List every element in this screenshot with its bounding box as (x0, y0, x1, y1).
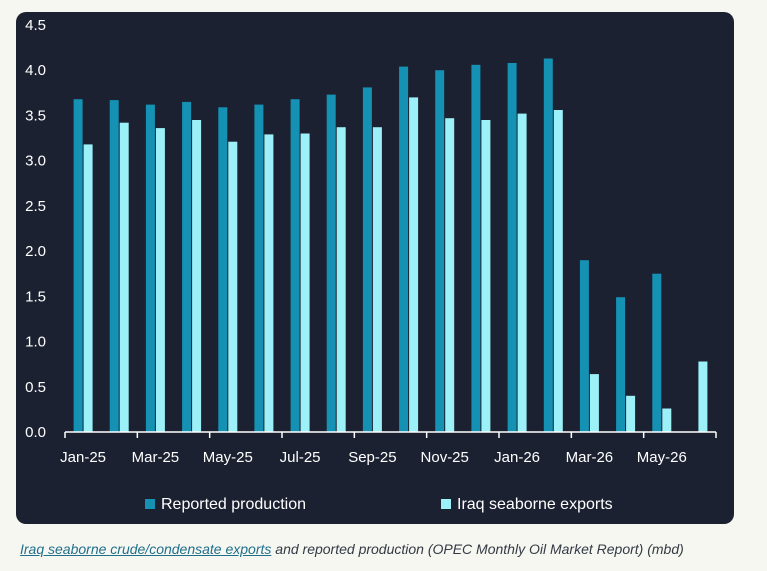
x-tick-label: Jan-25 (60, 449, 106, 466)
y-tick-label: 2.0 (25, 243, 46, 260)
x-tick-label: May-25 (203, 449, 253, 466)
legend-swatch (145, 499, 155, 509)
bar-seaborne-exports (517, 113, 527, 432)
y-tick-label: 0.0 (25, 424, 46, 441)
bar-reported-production (507, 63, 517, 432)
x-tick-label: Mar-26 (566, 449, 614, 466)
bar-reported-production (326, 94, 336, 432)
x-tick-label: Jul-25 (280, 449, 321, 466)
chart-caption: Iraq seaborne crude/condensate exports a… (20, 541, 684, 557)
bar-reported-production (73, 99, 83, 432)
bar-seaborne-exports (589, 374, 599, 432)
legend-label: Iraq seaborne exports (457, 496, 613, 513)
bar-seaborne-exports (264, 134, 274, 432)
caption-text: and reported production (OPEC Monthly Oi… (271, 541, 684, 557)
bar-reported-production (182, 101, 192, 433)
x-tick-label: Mar-25 (132, 449, 180, 466)
caption-link[interactable]: Iraq seaborne crude/condensate exports (20, 541, 272, 557)
bar-reported-production (543, 58, 553, 432)
bar-seaborne-exports (192, 120, 202, 432)
y-tick-label: 1.5 (25, 288, 46, 305)
bar-seaborne-exports (155, 128, 165, 432)
bar-seaborne-exports (83, 144, 93, 432)
bar-reported-production (616, 297, 626, 432)
bar-seaborne-exports (409, 97, 419, 433)
x-axis: Jan-25 Mar-25 May-25 Jul-25 Sep-25 Nov-25 Jan-… (60, 431, 717, 466)
bar-seaborne-exports (553, 110, 563, 432)
x-tick-label: Sep-25 (348, 449, 396, 466)
bar-seaborne-exports (662, 408, 672, 432)
bar-seaborne-exports (626, 395, 636, 432)
chart-panel: 0.0 0.5 1.0 1.5 2.0 2.5 3.0 3.5 4.0 4.5 Jan-25 Mar… (16, 12, 734, 524)
bar-reported-production (579, 260, 589, 432)
bar-seaborne-exports (336, 127, 346, 432)
y-tick-label: 2.5 (25, 198, 46, 215)
bar-reported-production (254, 104, 264, 432)
x-tick-label: Jan-26 (494, 449, 540, 466)
y-tick-label: 1.0 (25, 334, 46, 351)
bar-reported-production (109, 100, 119, 432)
bar-reported-production (290, 99, 300, 432)
legend-swatch (441, 499, 451, 509)
bar-seaborne-exports (698, 361, 708, 432)
bar-reported-production (145, 104, 155, 432)
bar-reported-production (435, 70, 445, 432)
bar-reported-production (399, 66, 409, 432)
y-axis-ticks: 0.0 0.5 1.0 1.5 2.0 2.5 3.0 3.5 4.0 4.5 (25, 17, 46, 441)
bar-reported-production (362, 87, 372, 433)
x-tick-label: May-26 (637, 449, 687, 466)
y-tick-label: 4.0 (25, 62, 46, 79)
y-tick-label: 4.5 (25, 17, 46, 34)
bar-reported-production (218, 107, 228, 433)
y-tick-label: 0.5 (25, 379, 46, 396)
bar-seaborne-exports (445, 118, 455, 432)
bar-seaborne-exports (228, 141, 238, 432)
bar-chart: 0.0 0.5 1.0 1.5 2.0 2.5 3.0 3.5 4.0 4.5 Jan-25 Mar… (25, 17, 717, 513)
y-tick-label: 3.5 (25, 107, 46, 124)
x-tick-label: Nov-25 (421, 449, 469, 466)
bar-seaborne-exports (300, 133, 310, 432)
bar-seaborne-exports (372, 127, 382, 432)
bar-seaborne-exports (119, 122, 129, 432)
bar-seaborne-exports (481, 120, 491, 432)
legend-label: Reported production (161, 496, 306, 513)
y-tick-label: 3.0 (25, 153, 46, 170)
bars (73, 58, 708, 433)
legend: Reported production Iraq seaborne exports (145, 496, 613, 513)
bar-reported-production (652, 273, 662, 432)
bar-reported-production (471, 64, 481, 433)
